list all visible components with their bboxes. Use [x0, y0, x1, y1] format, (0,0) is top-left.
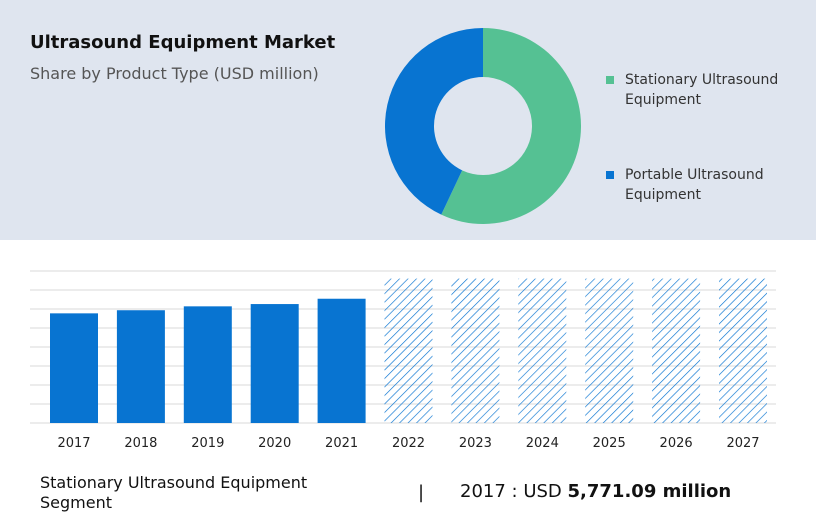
bar-2018 [116, 310, 165, 423]
chart-subtitle: Share by Product Type (USD million) [30, 64, 319, 83]
bar-2019 [183, 306, 232, 423]
footer-segment-label: Stationary Ultrasound Equipment Segment [40, 473, 308, 512]
legend-swatch-stationary [606, 76, 614, 84]
x-tick-label-2024: 2024 [526, 436, 559, 451]
x-tick-label-2022: 2022 [392, 436, 425, 451]
footer-value: 2017 : USD 5,771.09 million [460, 481, 731, 502]
bar-chart: 2017 2018 2019 2020 2021 2022 2023 2024 2025 2026… [30, 270, 776, 451]
top-panel: Ultrasound Equipment Market Share by Pro… [0, 0, 816, 240]
x-tick-label-2018: 2018 [124, 436, 157, 451]
legend-swatch-portable [606, 171, 614, 179]
x-tick-label-2023: 2023 [459, 436, 492, 451]
donut-slice-stationary [441, 28, 581, 224]
x-tick-label-2019: 2019 [191, 436, 224, 451]
forecast-bar-2023 [451, 278, 500, 423]
x-tick-label-2020: 2020 [258, 436, 291, 451]
donut-chart [385, 28, 581, 224]
x-tick-label-2017: 2017 [57, 436, 90, 451]
forecast-bar-2025 [585, 278, 634, 423]
forecast-bar-2026 [652, 278, 701, 423]
bar-2021 [317, 298, 366, 423]
forecast-bar-2022 [384, 278, 433, 423]
x-tick-label-2021: 2021 [325, 436, 358, 451]
x-tick-label-2027: 2027 [726, 436, 759, 451]
x-tick-label-2025: 2025 [593, 436, 626, 451]
x-tick-label-2026: 2026 [660, 436, 693, 451]
forecast-bar-2027 [719, 278, 767, 423]
forecast-bar-2024 [518, 278, 567, 423]
bar-2020 [250, 304, 299, 423]
footer-year-prefix: 2017 : USD [460, 481, 562, 502]
donut-slice-portable [385, 28, 483, 215]
footer-amount: 5,771.09 million [567, 481, 732, 502]
footer-separator: | [418, 482, 425, 503]
bar-2017 [50, 313, 98, 423]
legend-label-stationary: Stationary Ultrasound Equipment [625, 72, 779, 108]
legend-label-portable: Portable Ultrasound Equipment [625, 167, 764, 203]
chart-title: Ultrasound Equipment Market [30, 32, 336, 53]
